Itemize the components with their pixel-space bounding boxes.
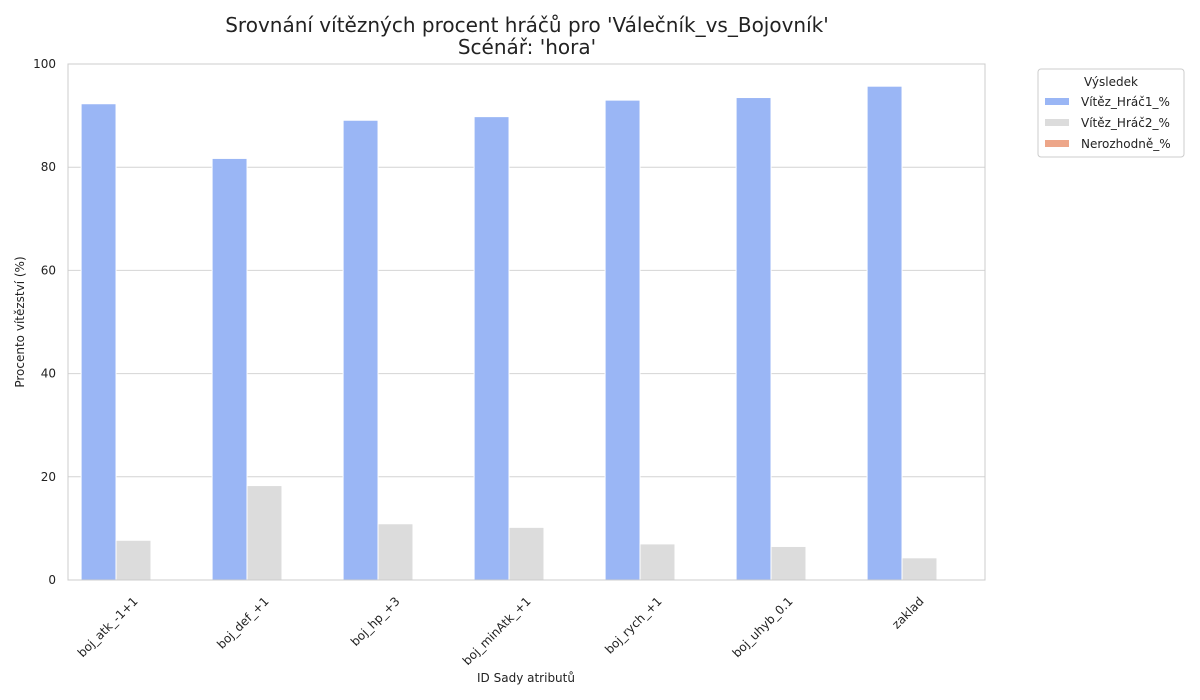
y-axis-label: Procento vítězství (%) xyxy=(13,256,27,387)
bar xyxy=(770,545,807,581)
bar xyxy=(508,526,545,581)
legend-entry: Vítěz_Hráč2_% xyxy=(1081,116,1170,130)
x-tick-label: boj_rych_+1 xyxy=(602,594,664,656)
bar xyxy=(639,543,676,581)
bar xyxy=(211,157,248,581)
x-tick-label: boj_uhyb_0.1 xyxy=(730,594,796,660)
legend-entry: Nerozhodně_% xyxy=(1081,137,1171,151)
x-tick-label: boj_def_+1 xyxy=(214,594,271,651)
plot-frame xyxy=(67,63,986,581)
bar xyxy=(115,539,152,581)
plot-area: 0 20 40 60 80 100 boj_atk_-1+1 boj_def_+1 boj_hp… xyxy=(33,57,986,668)
bar xyxy=(473,116,510,581)
y-tick-label: 0 xyxy=(48,573,56,587)
x-axis-label: ID Sady atributů xyxy=(477,671,575,685)
bar xyxy=(342,119,379,581)
legend: Výsledek Vítěz_Hráč1_% Vítěz_Hráč2_% Nerozh… xyxy=(1037,68,1185,158)
bar xyxy=(604,99,641,581)
y-tick-label: 60 xyxy=(41,263,56,277)
x-tick-label: boj_hp_+3 xyxy=(348,594,403,649)
y-tick-label: 20 xyxy=(41,470,56,484)
y-tick-label: 40 xyxy=(41,367,56,381)
chart-subtitle: Scénář: 'hora' xyxy=(458,35,596,59)
legend-frame xyxy=(1037,68,1185,158)
bar xyxy=(246,485,283,581)
legend-swatch xyxy=(1045,98,1069,105)
bar xyxy=(866,85,903,581)
bar xyxy=(377,523,414,581)
legend-swatch xyxy=(1045,140,1069,147)
legend-entry: Vítěz_Hráč1_% xyxy=(1081,95,1170,109)
y-tick-label: 80 xyxy=(41,160,56,174)
legend-title: Výsledek xyxy=(1084,75,1138,89)
bar xyxy=(901,557,938,581)
x-tick-label: boj_minAtk_+1 xyxy=(460,594,534,668)
y-tick-label: 100 xyxy=(33,57,56,71)
x-tick-label: boj_atk_-1+1 xyxy=(75,594,141,660)
legend-swatch xyxy=(1045,119,1069,126)
bar xyxy=(735,97,772,581)
bar xyxy=(80,103,117,581)
x-tick-label: zaklad xyxy=(889,594,926,631)
chart-title: Srovnání vítězných procent hráčů pro 'Vá… xyxy=(225,13,829,37)
